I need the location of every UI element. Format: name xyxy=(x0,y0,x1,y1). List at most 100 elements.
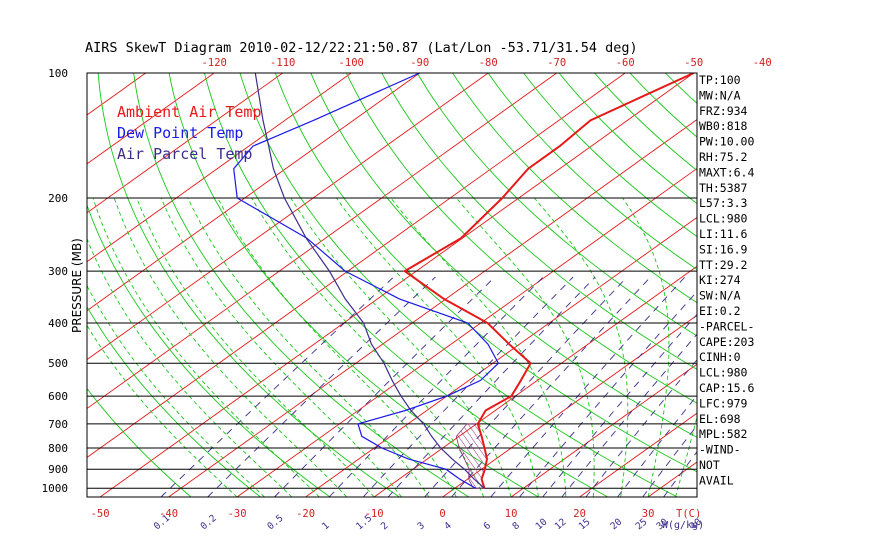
sounding-index: SW:N/A xyxy=(699,289,741,303)
mixing-ratio-unit-label: W(g/kg) xyxy=(662,520,704,531)
top-temp-tick-label: -80 xyxy=(479,57,498,69)
mixing-ratio-tick-label: 6 xyxy=(482,520,494,532)
isotherm-line xyxy=(87,73,626,458)
isotherm-line xyxy=(87,73,557,410)
bottom-temp-tick-label: -40 xyxy=(159,508,178,520)
mixing-ratio-tick-label: 20 xyxy=(608,516,624,532)
dry-adiabat-line xyxy=(452,73,697,304)
mixing-ratio-tick-label: 1 xyxy=(320,520,332,532)
dry-adiabat-line xyxy=(772,73,870,497)
sounding-index: L57:3.3 xyxy=(699,196,748,210)
legend-entry: Air Parcel Temp xyxy=(117,145,252,163)
dry-adiabat-line xyxy=(558,73,697,205)
dry-adiabat-line xyxy=(133,73,470,497)
moist-adiabat-line xyxy=(217,197,457,497)
bottom-temp-tick-label: 10 xyxy=(505,508,518,520)
top-temp-tick-label: -100 xyxy=(339,57,364,69)
isotherm-line xyxy=(87,73,420,312)
moist-adiabat-line xyxy=(622,197,670,497)
dry-adiabat-line xyxy=(274,73,697,473)
isotherm-line xyxy=(510,363,697,497)
bottom-temp-tick-label: -30 xyxy=(228,508,247,520)
chart-title: AIRS SkewT Diagram 2010-02-12/22:21:50.8… xyxy=(85,40,638,56)
sounding-index: EL:698 xyxy=(699,412,741,426)
sounding-index: FRZ:934 xyxy=(699,104,748,118)
sounding-index: AVAIL xyxy=(699,473,734,487)
dry-adiabat-line xyxy=(87,387,192,497)
moist-adiabat-line xyxy=(113,197,348,497)
sounding-index: CINH:0 xyxy=(699,350,741,364)
moist-adiabat-line xyxy=(533,197,629,497)
pressure-tick-label: 300 xyxy=(48,265,68,278)
moist-adiabat-line xyxy=(455,197,595,497)
y-axis-label: PRESSURE (MB) xyxy=(70,238,84,333)
series-line xyxy=(233,73,500,489)
dry-adiabat-line xyxy=(487,73,697,271)
isotherm-line xyxy=(854,73,870,497)
mixing-ratio-tick-label: 10 xyxy=(534,516,550,532)
dry-adiabat-line xyxy=(87,203,331,497)
pressure-tick-label: 1000 xyxy=(42,482,69,495)
mixing-ratio-tick-label: 0.2 xyxy=(199,513,219,532)
isotherm-line xyxy=(785,73,870,497)
dry-adiabat-line xyxy=(523,73,697,238)
moist-adiabat-line xyxy=(136,197,375,497)
sounding-index: TP:100 xyxy=(699,73,741,87)
mixing-ratio-line xyxy=(561,333,697,497)
series-line xyxy=(254,73,485,489)
series-line xyxy=(402,73,695,489)
isotherm-line xyxy=(236,167,697,497)
dry-adiabat-line xyxy=(843,73,870,497)
mixing-ratio-line xyxy=(617,394,697,497)
moist-adiabat-line xyxy=(87,237,293,497)
sounding-index: WB0:818 xyxy=(699,119,748,133)
mixing-ratio-tick-label: 4 xyxy=(442,520,454,532)
sounding-index: NOT xyxy=(699,458,720,472)
isotherm-line xyxy=(442,314,697,497)
mixing-ratio-line xyxy=(160,276,395,497)
sounding-index: LFC:979 xyxy=(699,396,748,410)
legend-entry: Dew Point Temp xyxy=(117,124,243,142)
mixing-ratio-line xyxy=(663,451,697,497)
sounding-index: PW:10.00 xyxy=(699,135,754,149)
top-temp-tick-label: -110 xyxy=(270,57,295,69)
sounding-index: KI:274 xyxy=(699,273,741,287)
pressure-tick-label: 900 xyxy=(48,463,68,476)
mixing-ratio-line xyxy=(387,276,596,497)
mixing-ratio-tick-label: 0.5 xyxy=(265,513,285,532)
sounding-index: LCL:980 xyxy=(699,212,748,226)
bottom-temp-tick-label: 0 xyxy=(439,508,445,520)
sounding-index: EI:0.2 xyxy=(699,304,741,318)
sounding-index: TT:29.2 xyxy=(699,258,747,272)
mixing-ratio-line xyxy=(424,276,628,497)
mixing-ratio-line xyxy=(328,276,544,497)
bottom-temp-tick-label: 30 xyxy=(642,508,655,520)
mixing-ratio-line xyxy=(542,313,697,497)
pressure-tick-label: 800 xyxy=(48,442,68,455)
pressure-tick-label: 700 xyxy=(48,418,68,431)
isotherm-line xyxy=(0,73,77,497)
bottom-temp-tick-label: -10 xyxy=(365,508,384,520)
dry-adiabat-line xyxy=(416,73,697,337)
mixing-ratio-tick-label: 3 xyxy=(415,520,426,532)
dry-adiabat-line xyxy=(87,305,261,497)
sounding-index: CAP:15.6 xyxy=(699,381,754,395)
sounding-index: -WIND- xyxy=(699,443,741,457)
bottom-temp-tick-label: -50 xyxy=(91,508,110,520)
mixing-ratio-line xyxy=(585,359,697,497)
dry-adiabat-line xyxy=(807,73,870,497)
moist-adiabat-line xyxy=(160,197,402,497)
isotherm-line xyxy=(168,119,697,497)
pressure-tick-label: 600 xyxy=(48,390,68,403)
isotherm-line xyxy=(87,73,489,361)
pressure-tick-label: 200 xyxy=(48,192,68,205)
dry-adiabat-line xyxy=(97,73,400,497)
mixing-ratio-line xyxy=(642,424,697,497)
mixing-ratio-line xyxy=(362,276,574,497)
isotherm-line xyxy=(0,73,9,497)
mixing-ratio-line xyxy=(207,276,436,497)
moist-adiabat-line xyxy=(92,197,320,497)
isotherm-line xyxy=(579,412,697,497)
dry-adiabat-line xyxy=(204,73,609,497)
moist-adiabat-line xyxy=(290,197,512,497)
